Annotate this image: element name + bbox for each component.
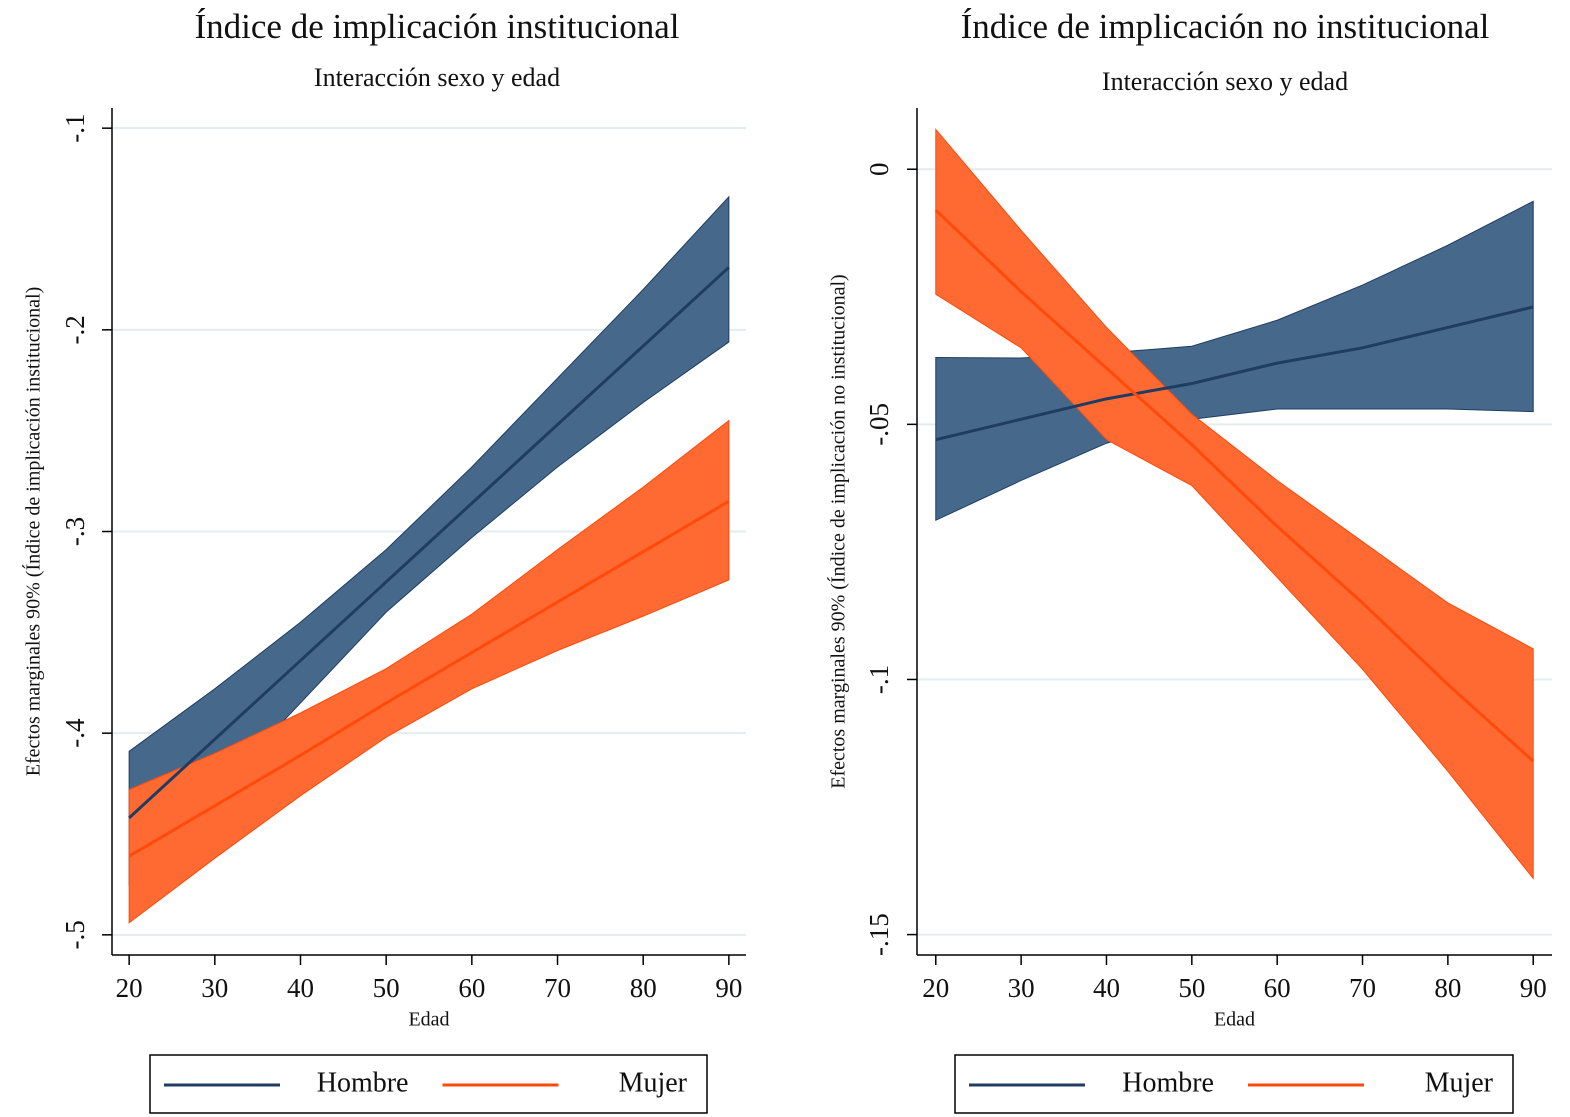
x-tick-label: 70 xyxy=(1349,973,1376,1003)
y-tick-label: -.3 xyxy=(60,517,90,546)
x-tick-label: 20 xyxy=(922,973,949,1003)
series-line xyxy=(128,266,730,819)
y-tick-label: -.15 xyxy=(864,913,894,956)
y-tick-label: -.1 xyxy=(864,665,894,694)
y-axis-label: Efectos marginales 90% (Índice de implic… xyxy=(827,274,850,788)
series-line xyxy=(935,305,1534,442)
y-tick-label: -.05 xyxy=(864,403,894,446)
x-tick-label: 50 xyxy=(373,973,400,1003)
series-line xyxy=(934,208,1535,763)
chart-title: Índice de implicación no institucional xyxy=(961,7,1490,46)
y-tick-label: 0 xyxy=(864,162,894,176)
x-tick-label: 60 xyxy=(458,973,485,1003)
x-axis-label: Edad xyxy=(408,1009,449,1031)
chart-subtitle: Interacción sexo y edad xyxy=(1102,67,1348,96)
legend-label: Hombre xyxy=(1122,1067,1214,1098)
x-tick-label: 80 xyxy=(1434,973,1461,1003)
confidence-band xyxy=(935,128,1534,880)
chart-subtitle: Interacción sexo y edad xyxy=(314,63,560,92)
x-tick-label: 60 xyxy=(1264,973,1291,1003)
y-tick-label: -.2 xyxy=(60,315,90,344)
y-tick-label: -.1 xyxy=(60,114,90,143)
x-tick-label: 40 xyxy=(1093,973,1120,1003)
chart-title: Índice de implicación institucional xyxy=(195,7,680,46)
legend-label: Mujer xyxy=(1425,1067,1494,1098)
legend-label: Hombre xyxy=(317,1067,409,1098)
series-line xyxy=(128,499,730,858)
x-tick-label: 40 xyxy=(287,973,314,1003)
legend-label: Mujer xyxy=(619,1067,688,1098)
y-tick-label: -.4 xyxy=(60,718,90,748)
x-tick-label: 50 xyxy=(1178,973,1205,1003)
x-tick-label: 90 xyxy=(715,973,742,1003)
x-tick-label: 90 xyxy=(1520,973,1547,1003)
x-tick-label: 20 xyxy=(116,973,143,1003)
y-axis-label: Efectos marginales 90% (Índice de implic… xyxy=(22,287,45,776)
x-tick-label: 30 xyxy=(201,973,228,1003)
x-tick-label: 80 xyxy=(630,973,657,1003)
confidence-band xyxy=(935,200,1534,522)
x-tick-label: 30 xyxy=(1008,973,1035,1003)
y-tick-label: -.5 xyxy=(60,920,90,949)
confidence-band xyxy=(128,419,730,924)
x-axis-label: Edad xyxy=(1214,1009,1255,1031)
x-tick-label: 70 xyxy=(544,973,571,1003)
